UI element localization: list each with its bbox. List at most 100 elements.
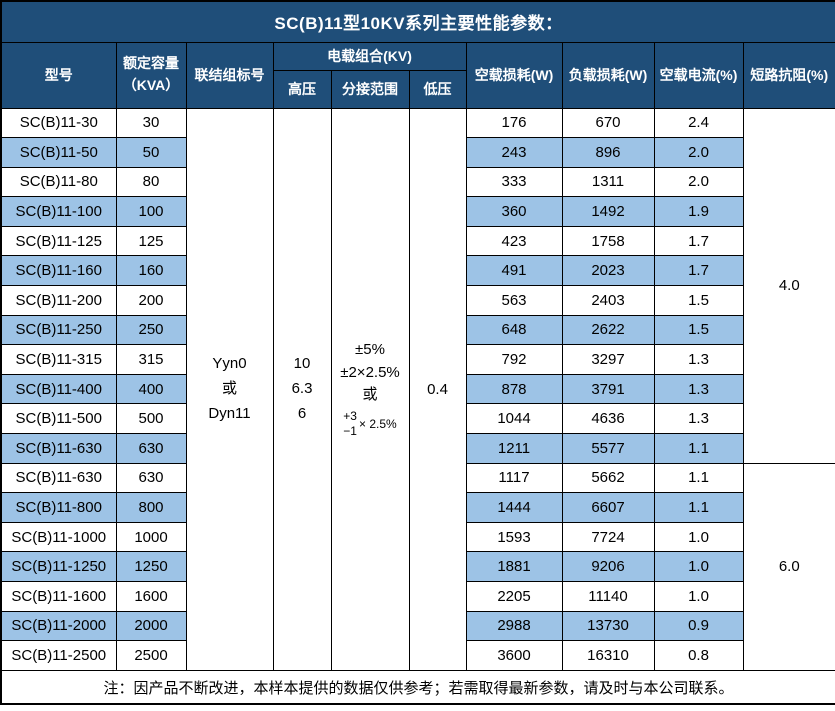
load-loss-cell: 1758 — [561, 225, 655, 257]
capacity-cell: 100 — [115, 196, 187, 227]
tap-fraction-suffix: × 2.5% — [358, 416, 397, 431]
column-header-load-loss: 负载损耗(W) — [561, 41, 655, 109]
connection-merged-cell: Yyn0 或 Dyn11 — [185, 107, 274, 671]
header-row-2: 高压 分接范围 低压 — [1, 69, 835, 109]
hv-line3: 6 — [297, 404, 307, 422]
capacity-cell: 1250 — [115, 551, 187, 582]
table-row: SC(B)11-250 250 648 2622 1.5 — [0, 314, 835, 346]
no-load-current-cell: 1.7 — [653, 225, 744, 257]
model-cell: SC(B)11-160 — [0, 255, 117, 287]
load-loss-cell: 1492 — [561, 196, 655, 227]
capacity-cell: 160 — [115, 255, 187, 287]
hv-merged-cell: 10 6.3 6 — [272, 107, 332, 671]
no-load-loss-cell: 1593 — [465, 521, 563, 553]
tap-fraction-stack: +3 −1 — [343, 409, 357, 439]
no-load-current-cell: 1.0 — [653, 551, 744, 582]
table-row: SC(B)11-50 50 243 896 2.0 — [0, 137, 835, 168]
table-row: SC(B)11-80 80 333 1311 2.0 — [0, 166, 835, 198]
capacity-cell: 50 — [115, 137, 187, 168]
impedance-group2-cell: 6.0 — [742, 462, 835, 671]
table-row: SC(B)11-630 630 1117 5662 1.1 6.0 — [0, 462, 835, 671]
table-row: SC(B)11-30 30 Yyn0 或 Dyn11 10 6.3 6 ±5% … — [0, 107, 835, 671]
no-load-current-cell: 1.1 — [653, 492, 744, 523]
table-row: SC(B)11-500 500 1044 4636 1.3 — [0, 403, 835, 435]
no-load-current-cell: 0.8 — [653, 640, 744, 671]
column-header-voltage-group: 电载组合(KV) — [272, 41, 467, 71]
model-cell: SC(B)11-80 — [0, 166, 117, 198]
connection-line2: 或 — [221, 379, 237, 397]
model-cell: SC(B)11-2500 — [0, 640, 117, 671]
connection-line1: Yyn0 — [212, 355, 247, 373]
capacity-cell: 315 — [115, 344, 187, 375]
capacity-cell: 630 — [115, 462, 187, 494]
column-header-tap: 分接范围 — [330, 69, 410, 109]
column-header-no-load-loss: 空载损耗(W) — [465, 41, 563, 109]
no-load-loss-cell: 176 — [465, 107, 563, 139]
load-loss-cell: 1311 — [561, 166, 655, 198]
model-cell: SC(B)11-2000 — [0, 610, 117, 642]
column-header-hv: 高压 — [272, 69, 332, 109]
load-loss-cell: 5577 — [561, 433, 655, 464]
no-load-loss-cell: 1044 — [465, 403, 563, 435]
capacity-header-line2: （KVA） — [122, 77, 180, 93]
no-load-loss-cell: 1117 — [465, 462, 563, 494]
no-load-loss-cell: 648 — [465, 314, 563, 346]
lv-merged-cell: 0.4 — [408, 107, 467, 671]
no-load-current-cell: 1.9 — [653, 196, 744, 227]
table-row: SC(B)11-100 100 360 1492 1.9 — [0, 196, 835, 227]
title-row: SC(B)11型10KV系列主要性能参数： — [0, 0, 835, 43]
no-load-loss-cell: 3600 — [465, 640, 563, 671]
column-header-model: 型号 — [0, 41, 117, 109]
model-cell: SC(B)11-630 — [0, 462, 117, 494]
no-load-current-cell: 1.5 — [653, 314, 744, 346]
capacity-cell: 80 — [115, 166, 187, 198]
load-loss-cell: 3791 — [561, 373, 655, 405]
tap-line1: ±5% — [355, 341, 385, 359]
capacity-cell: 250 — [115, 314, 187, 346]
footer-row: 注：因产品不断改进，本样本提供的数据仅供参考；若需取得最新参数，请及时与本公司联… — [0, 669, 835, 705]
capacity-cell: 2500 — [115, 640, 187, 671]
no-load-current-cell: 1.3 — [653, 344, 744, 375]
capacity-cell: 1600 — [115, 581, 187, 612]
no-load-loss-cell: 2988 — [465, 610, 563, 642]
capacity-cell: 2000 — [115, 610, 187, 642]
model-cell: SC(B)11-1250 — [0, 551, 117, 582]
no-load-current-cell: 1.7 — [653, 255, 744, 287]
model-cell: SC(B)11-30 — [0, 107, 117, 139]
hv-line2: 6.3 — [291, 379, 313, 397]
model-cell: SC(B)11-630 — [0, 433, 117, 464]
no-load-loss-cell: 792 — [465, 344, 563, 375]
model-cell: SC(B)11-100 — [0, 196, 117, 227]
capacity-cell: 1000 — [115, 521, 187, 553]
no-load-current-cell: 1.1 — [653, 433, 744, 464]
no-load-loss-cell: 1881 — [465, 551, 563, 582]
model-cell: SC(B)11-125 — [0, 225, 117, 257]
load-loss-cell: 5662 — [561, 462, 655, 494]
column-header-no-load-current: 空载电流(%) — [653, 41, 744, 109]
no-load-current-cell: 2.0 — [653, 137, 744, 168]
header-row-1: 型号 额定容量 （KVA） 联结组标号 电载组合(KV) 空载损耗(W) 负载损… — [0, 41, 835, 109]
tap-fraction-bottom: −1 — [343, 423, 357, 438]
tap-fraction-top: +3 — [343, 408, 357, 423]
no-load-current-cell: 1.3 — [653, 403, 744, 435]
capacity-cell: 400 — [115, 373, 187, 405]
no-load-current-cell: 2.4 — [653, 107, 744, 139]
column-header-impedance: 短路抗阻(%) — [742, 41, 835, 109]
no-load-loss-cell: 878 — [465, 373, 563, 405]
tap-range-merged-cell: ±5% ±2×2.5% 或 +3 −1 × 2.5% — [330, 107, 410, 671]
no-load-loss-cell: 333 — [465, 166, 563, 198]
load-loss-cell: 7724 — [561, 521, 655, 553]
no-load-loss-cell: 563 — [465, 285, 563, 316]
table-row: SC(B)11-2500 2500 3600 16310 0.8 — [0, 640, 835, 671]
no-load-current-cell: 1.5 — [653, 285, 744, 316]
load-loss-cell: 4636 — [561, 403, 655, 435]
no-load-loss-cell: 491 — [465, 255, 563, 287]
load-loss-cell: 896 — [561, 137, 655, 168]
connection-line3: Dyn11 — [208, 404, 251, 422]
load-loss-cell: 11140 — [561, 581, 655, 612]
table-row: SC(B)11-1600 1600 2205 11140 1.0 — [0, 581, 835, 612]
table-row: SC(B)11-200 200 563 2403 1.5 — [0, 285, 835, 316]
hv-line1: 10 — [293, 355, 311, 373]
